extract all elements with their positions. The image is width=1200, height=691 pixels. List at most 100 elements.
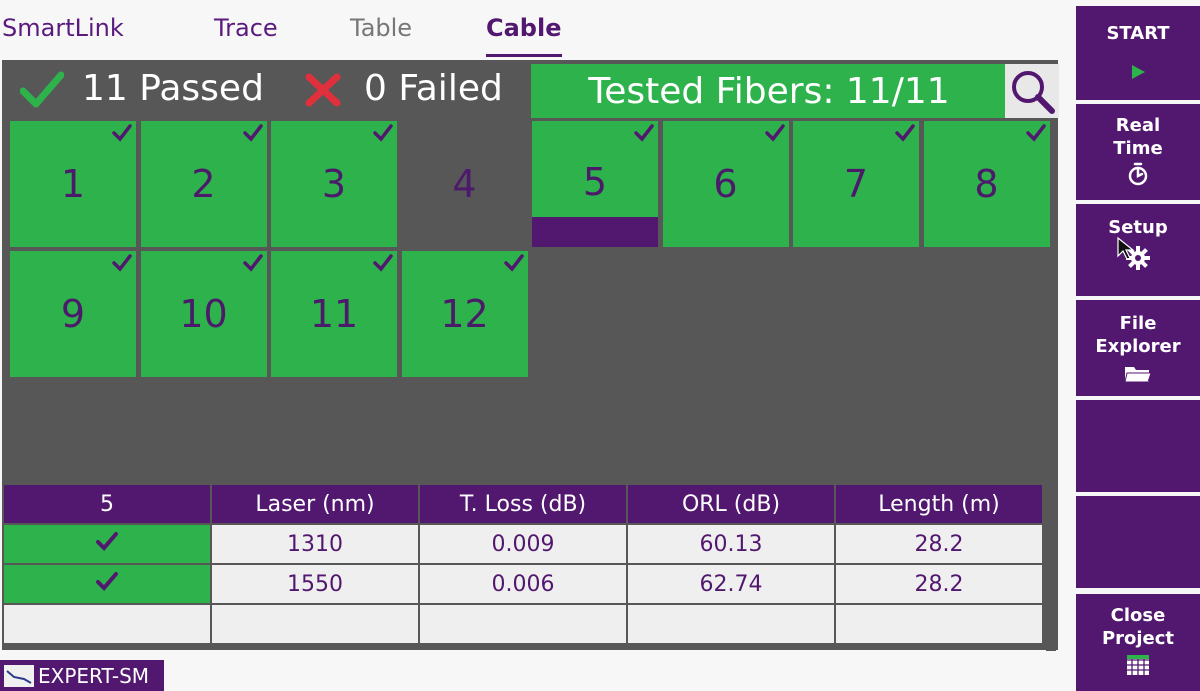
fiber-number: 8 <box>974 162 999 206</box>
col-fiber-number: 5 <box>4 485 210 523</box>
fiber-cell-7[interactable]: 7 <box>793 121 919 247</box>
cable-panel: 11 Passed 0 Failed Tested Fibers: 11/11 … <box>2 60 1059 650</box>
realtime-label-1: Real <box>1115 115 1161 136</box>
selected-indicator <box>532 217 658 247</box>
failed-count: 0 Failed <box>364 68 503 109</box>
fiber-number: 5 <box>582 160 608 204</box>
tab-table[interactable]: Table <box>350 14 413 42</box>
fiber-check-icon <box>242 124 263 142</box>
fiber-number: 9 <box>60 292 86 336</box>
length-cell: 28.2 <box>836 525 1042 563</box>
fiber-cell-8[interactable]: 8 <box>923 121 1050 247</box>
setup-button[interactable]: Setup <box>1076 204 1200 296</box>
length-cell: 28.2 <box>836 565 1042 603</box>
fiber-cell-2[interactable]: 2 <box>140 121 267 247</box>
fiber-cell-9[interactable]: 9 <box>10 251 136 377</box>
search-button[interactable] <box>1005 64 1059 118</box>
fiber-number: 7 <box>843 162 869 206</box>
fiber-check-icon <box>895 124 915 142</box>
fiber-number: 4 <box>452 162 477 206</box>
fiber-check-icon <box>373 254 393 272</box>
fiber-number: 6 <box>713 162 738 206</box>
loss-cell: 0.006 <box>420 565 626 603</box>
tab-cable[interactable]: Cable <box>486 14 562 57</box>
result-table: 5 Laser (nm) T. Loss (dB) ORL (dB) Lengt… <box>2 483 1044 645</box>
sidebar: START Real Time Setup <box>1076 6 1200 691</box>
col-total-loss: T. Loss (dB) <box>420 485 626 523</box>
realtime-label-2: Time <box>1113 138 1163 159</box>
passed-count: 11 Passed <box>82 68 264 109</box>
table-row <box>4 605 1042 643</box>
magnifier-icon <box>1012 71 1055 114</box>
folder-icon <box>1124 367 1152 383</box>
fiber-number: 3 <box>321 162 347 206</box>
fiber-check-icon <box>373 124 393 142</box>
file-label-1: File <box>1119 313 1157 334</box>
row-status-cell <box>4 565 210 603</box>
empty-sidebar-slot-1 <box>1076 400 1200 492</box>
fiber-number: 12 <box>440 292 489 336</box>
loss-cell: 0.009 <box>420 525 626 563</box>
stopwatch-icon <box>1128 162 1148 186</box>
empty-cell <box>836 605 1042 643</box>
fiber-cell-12[interactable]: 12 <box>401 251 528 377</box>
fiber-cell-1[interactable]: 1 <box>10 121 136 247</box>
close-label-2: Project <box>1101 628 1175 649</box>
table-header-row: 5 Laser (nm) T. Loss (dB) ORL (dB) Lengt… <box>4 485 1042 523</box>
fiber-check-icon <box>112 124 132 142</box>
file-label-2: Explorer <box>1095 336 1181 357</box>
table-scrollbar[interactable] <box>1046 483 1056 651</box>
check-icon <box>96 532 118 551</box>
col-laser: Laser (nm) <box>212 485 418 523</box>
fiber-cell-5[interactable]: 5 <box>532 121 658 247</box>
passed-check-icon <box>20 71 64 108</box>
setup-label: Setup <box>1108 217 1168 238</box>
gear-icon <box>1126 246 1150 270</box>
empty-sidebar-slot-2 <box>1076 496 1200 588</box>
file-explorer-button[interactable]: File Explorer <box>1076 300 1200 396</box>
fiber-check-icon <box>503 254 524 272</box>
fiber-number: 2 <box>191 162 216 206</box>
empty-cell <box>420 605 626 643</box>
summary-bar: 11 Passed 0 Failed Tested Fibers: 11/11 <box>2 60 1059 120</box>
start-label: START <box>1106 23 1170 44</box>
col-orl: ORL (dB) <box>628 485 834 523</box>
play-icon <box>1132 65 1145 79</box>
fiber-cell-10[interactable]: 10 <box>140 251 267 377</box>
fiber-check-icon <box>112 254 132 272</box>
fiber-number: 10 <box>179 292 228 336</box>
orl-cell: 62.74 <box>628 565 834 603</box>
tab-smartlink[interactable]: SmartLink <box>2 14 124 42</box>
trace-thumbnail-icon <box>4 664 34 687</box>
fiber-check-icon <box>634 124 654 142</box>
module-tag[interactable]: EXPERT-SM <box>0 660 164 691</box>
fiber-number: 11 <box>309 292 359 336</box>
fiber-check-icon <box>242 254 263 272</box>
empty-cell <box>628 605 834 643</box>
col-length: Length (m) <box>836 485 1042 523</box>
fiber-check-icon <box>764 124 785 142</box>
empty-cell <box>4 605 210 643</box>
realtime-button[interactable]: Real Time <box>1076 104 1200 200</box>
laser-cell: 1550 <box>212 565 418 603</box>
empty-cell <box>212 605 418 643</box>
table-row[interactable]: 1550 0.006 62.74 28.2 <box>4 565 1042 603</box>
tab-trace[interactable]: Trace <box>214 14 278 42</box>
fiber-cell-6[interactable]: 6 <box>662 121 789 247</box>
table-row[interactable]: 1310 0.009 60.13 28.2 <box>4 525 1042 563</box>
fiber-number: 1 <box>60 162 86 206</box>
tested-fibers-text: Tested Fibers: 11/11 <box>588 70 950 112</box>
start-button[interactable]: START <box>1076 6 1200 100</box>
laser-cell: 1310 <box>212 525 418 563</box>
failed-x-icon <box>305 73 341 107</box>
close-label-1: Close <box>1110 605 1166 626</box>
fiber-cell-3[interactable]: 3 <box>271 121 397 247</box>
row-status-cell <box>4 525 210 563</box>
orl-cell: 60.13 <box>628 525 834 563</box>
close-project-button[interactable]: Close Project <box>1076 594 1200 691</box>
tested-fibers-label: Tested Fibers: 11/11 <box>531 64 1007 118</box>
module-label: EXPERT-SM <box>38 663 150 688</box>
fiber-cell-11[interactable]: 11 <box>271 251 397 377</box>
check-icon <box>96 572 118 591</box>
fiber-cell-4[interactable]: 4 <box>402 121 528 247</box>
